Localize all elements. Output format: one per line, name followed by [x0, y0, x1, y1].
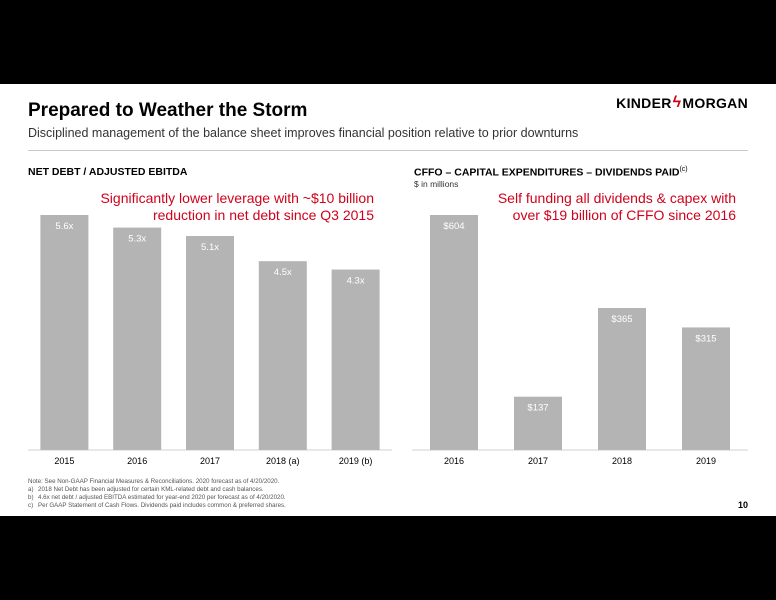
- cffo-bar-label: $315: [695, 333, 716, 344]
- right-chart-title-footnote: (c): [679, 166, 688, 173]
- logo-text-left: KINDER: [616, 95, 672, 111]
- cffo-bar: [598, 307, 646, 450]
- slide: Prepared to Weather the Storm Discipline…: [0, 84, 776, 516]
- cffo-tick-label: 2019: [696, 456, 716, 466]
- cffo-chart: $604 2016 $137 2017 $365 2018 $315 2019: [412, 215, 748, 466]
- leverage-bar: [331, 269, 380, 450]
- right-callout-line1: Self funding all dividends & capex with: [497, 190, 736, 206]
- logo-text-right: MORGAN: [682, 95, 748, 111]
- cffo-tick-label: 2017: [528, 456, 548, 466]
- leverage-tick-label: 2015: [54, 456, 74, 466]
- company-logo: KINDER ϟ MORGAN: [616, 94, 748, 112]
- left-callout-line2: reduction in net debt since Q3 2015: [152, 207, 374, 223]
- footnote-c: c) Per GAAP Statement of Cash Flows. Div…: [28, 502, 286, 510]
- footnote-a-text: 2018 Net Debt has been adjusted for cert…: [38, 486, 264, 493]
- page-subtitle: Disciplined management of the balance sh…: [28, 126, 579, 140]
- right-callout-line2: over $19 billion of CFFO since 2016: [512, 207, 736, 223]
- leverage-tick-label: 2016: [127, 456, 147, 466]
- left-callout-line1: Significantly lower leverage with ~$10 b…: [100, 190, 374, 206]
- cffo-bar-label: $604: [443, 221, 464, 232]
- leverage-bar: [113, 227, 162, 450]
- footnote-b: b) 4.6x net debt / adjusted EBITDA estim…: [28, 494, 286, 502]
- footnote-b-text: 4.6x net debt / adjusted EBITDA estimate…: [38, 494, 286, 501]
- footnotes: Note: See Non-GAAP Financial Measures & …: [28, 478, 286, 510]
- footnote-a-key: a): [28, 486, 34, 493]
- net-debt-ebitda-chart: 5.6x 2015 5.3x 2016 5.1x 2017 4.5x 2018 (a) 4.3x…: [28, 215, 392, 466]
- footnote-c-key: c): [28, 502, 34, 509]
- leverage-tick-label: 2018 (a): [266, 456, 300, 466]
- leverage-bar: [186, 235, 234, 450]
- footnote-c-text: Per GAAP Statement of Cash Flows. Divide…: [38, 502, 286, 509]
- leverage-bar: [40, 215, 89, 450]
- lightning-bolt-icon: ϟ: [672, 94, 682, 111]
- leverage-bar-label: 5.6x: [55, 221, 73, 232]
- footnote-note: Note: See Non-GAAP Financial Measures & …: [28, 478, 280, 485]
- cffo-tick-label: 2018: [612, 456, 632, 466]
- footnote-b-key: b): [28, 494, 34, 501]
- cffo-bar: [682, 327, 730, 450]
- leverage-bar-label: 5.1x: [201, 242, 219, 253]
- cffo-tick-label: 2016: [444, 456, 464, 466]
- page-title: Prepared to Weather the Storm: [28, 100, 308, 121]
- page-number: 10: [737, 500, 748, 510]
- cffo-bar: [514, 396, 562, 450]
- right-chart-title: CFFO – CAPITAL EXPENDITURES – DIVIDENDS …: [414, 166, 688, 179]
- leverage-tick-label: 2019 (b): [339, 456, 373, 466]
- leverage-bar: [258, 261, 307, 450]
- leverage-bar-label: 4.3x: [347, 276, 365, 287]
- right-chart-units: $ in millions: [414, 179, 459, 189]
- title-divider: [28, 150, 748, 151]
- cffo-bar: [430, 215, 478, 450]
- cffo-bar-label: $365: [611, 314, 632, 325]
- leverage-tick-label: 2017: [200, 456, 220, 466]
- left-chart-title: NET DEBT / ADJUSTED EBITDA: [28, 166, 188, 178]
- leverage-bar-label: 4.5x: [274, 267, 292, 278]
- right-callout: Self funding all dividends & capex with …: [460, 190, 736, 224]
- right-chart-title-text: CFFO – CAPITAL EXPENDITURES – DIVIDENDS …: [414, 166, 680, 179]
- footnote-a: a) 2018 Net Debt has been adjusted for c…: [28, 486, 286, 494]
- left-callout: Significantly lower leverage with ~$10 b…: [92, 190, 374, 224]
- leverage-bar-label: 5.3x: [128, 234, 146, 245]
- cffo-bar-label: $137: [527, 403, 548, 414]
